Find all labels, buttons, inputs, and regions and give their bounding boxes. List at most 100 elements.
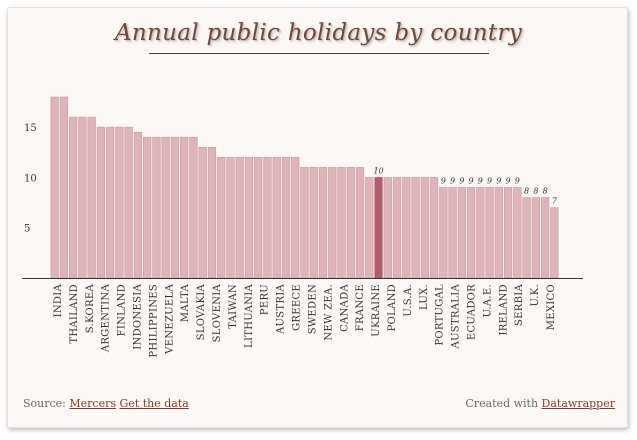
bar [503, 187, 513, 279]
value-label: 9 [487, 177, 492, 186]
bar [420, 177, 429, 279]
bar [152, 136, 161, 279]
bar [161, 136, 170, 279]
created-label: Created with [465, 397, 539, 410]
x-tick-label: LITHUANIA [244, 284, 255, 348]
bar [411, 177, 420, 279]
x-tick-label: MALTA [180, 284, 191, 323]
chart-title: Annual public holidays by country [114, 20, 523, 46]
x-tick-label: SLOVENIA [212, 284, 223, 343]
value-label: 8 [533, 187, 538, 196]
bar [96, 126, 106, 279]
bar [402, 177, 411, 279]
x-tick-label: UKRAINE [371, 284, 382, 337]
bar [494, 187, 503, 279]
value-label: 9 [441, 177, 446, 186]
bar [115, 126, 124, 279]
bar [87, 116, 96, 279]
x-tick-label: VENEZUELA [164, 284, 175, 355]
y-tick-label: 10 [24, 173, 37, 184]
bar [392, 177, 402, 279]
bar [217, 157, 226, 279]
credit-footer: Created with Datawrapper [465, 397, 615, 410]
x-tick-label: FINLAND [117, 284, 128, 336]
bar [124, 126, 133, 279]
x-tick-label: PHILIPPINES [148, 284, 159, 358]
title-underline [149, 53, 489, 54]
bar [300, 167, 309, 279]
x-tick-label: LUX. [419, 284, 430, 310]
value-label: 8 [524, 187, 529, 196]
bar [531, 197, 540, 279]
bar [485, 187, 494, 279]
bar [513, 187, 522, 279]
bar [346, 167, 355, 279]
value-label: 9 [469, 177, 474, 186]
x-tick-label: CANADA [339, 284, 350, 332]
bar [337, 167, 346, 279]
bar [374, 177, 383, 279]
bar [466, 187, 476, 279]
source-link[interactable]: Mercers [69, 397, 116, 410]
bar [133, 131, 143, 279]
value-label: 9 [506, 177, 511, 186]
bar [522, 197, 531, 279]
x-tick-label: ARGENTINA [101, 284, 112, 354]
bar [457, 187, 466, 279]
bar [226, 157, 235, 279]
bar [550, 207, 559, 279]
bar [383, 177, 392, 279]
value-label: 10 [373, 166, 383, 175]
bar [69, 116, 78, 279]
bar [244, 157, 254, 279]
x-tick-label: POLAND [387, 284, 398, 331]
bar [50, 96, 59, 279]
x-tick-label: U.K. [530, 284, 541, 307]
x-tick-label: PERU [260, 284, 271, 315]
x-tick-label: INDIA [53, 284, 64, 318]
bar [355, 167, 365, 279]
bar [189, 136, 198, 279]
datawrapper-link[interactable]: Datawrapper [541, 397, 615, 410]
bar [198, 146, 207, 279]
x-tick-label: IRELAND [498, 284, 509, 336]
x-tick-label: ECUADOR [467, 284, 478, 340]
bar [106, 126, 115, 279]
x-tick-label: AUSTRALIA [451, 284, 462, 350]
x-tick-label: FRANCE [355, 284, 366, 331]
x-tick-label: NEW ZEA. [323, 284, 334, 341]
x-tick-label: AUSTRIA [276, 284, 287, 335]
value-label: 9 [515, 177, 520, 186]
bar [476, 187, 485, 279]
bar [263, 157, 272, 279]
value-label: 9 [450, 177, 455, 186]
bar [272, 157, 281, 279]
bar [365, 177, 374, 279]
x-tick-label: PORTUGAL [435, 284, 446, 346]
value-label: 7 [552, 197, 558, 206]
x-tick-label: TAIWAN [228, 284, 239, 329]
bar [318, 167, 328, 279]
bar [439, 187, 448, 279]
value-label: 8 [543, 187, 548, 196]
bar [78, 116, 87, 279]
x-tick-label: SWEDEN [308, 284, 319, 334]
x-tick-label: GREECE [292, 284, 303, 331]
value-label: 9 [459, 177, 464, 186]
get-data-link[interactable]: Get the data [119, 397, 189, 410]
bar [254, 157, 263, 279]
bar [180, 136, 189, 279]
bar [540, 197, 550, 279]
bar [448, 187, 457, 279]
x-tick-label: MEXICO [546, 284, 557, 330]
x-tick-label: SERBIA [514, 284, 525, 326]
y-tick-label: 15 [24, 123, 37, 134]
source-footer: Source: Mercers Get the data [23, 397, 189, 410]
bar [59, 96, 69, 279]
x-tick-label: INDONESIA [133, 284, 144, 350]
bar [309, 167, 318, 279]
bar [207, 146, 217, 279]
x-tick-label: S.KOREA [85, 284, 96, 334]
bar [235, 157, 244, 279]
